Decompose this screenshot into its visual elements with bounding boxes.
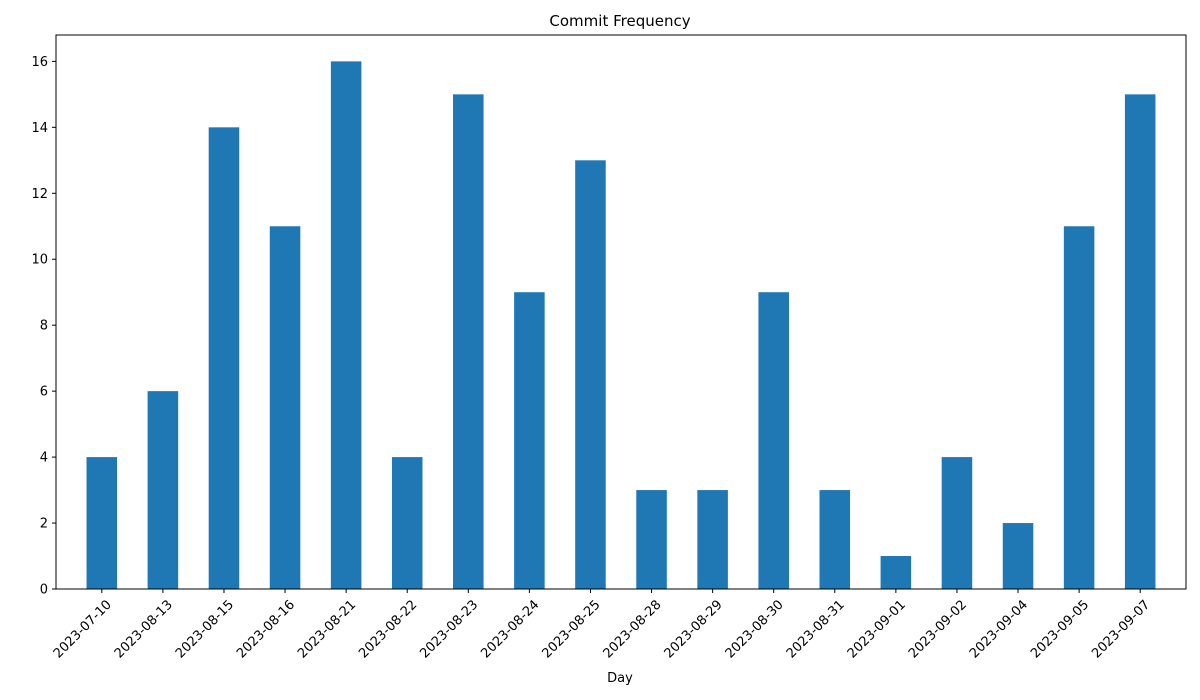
bar-2023-08-29 [697, 490, 728, 589]
bar-2023-08-24 [514, 292, 545, 589]
x-tick-label: 2023-07-10 [51, 597, 115, 661]
bar-2023-08-25 [575, 160, 606, 589]
bar-2023-09-07 [1124, 94, 1156, 590]
x-tick-label: 2023-08-21 [295, 597, 359, 661]
bar-2023-08-23 [453, 94, 484, 590]
bar-2023-08-13 [147, 391, 179, 589]
x-tick-label: 2023-08-22 [356, 597, 420, 661]
x-tick-label: 2023-08-30 [723, 597, 787, 661]
y-tick-label: 0 [40, 583, 48, 598]
x-tick-label: 2023-08-15 [173, 597, 237, 661]
bar-2023-08-22 [391, 457, 423, 589]
x-tick-label: 2023-08-24 [478, 597, 542, 661]
plot-area-frame [55, 34, 1187, 590]
y-tick-label: 4 [40, 451, 48, 466]
x-tick-label: 2023-09-02 [906, 597, 970, 661]
x-tick-label: 2023-09-01 [845, 597, 909, 661]
y-tick-label: 10 [31, 253, 48, 268]
bar-2023-08-30 [758, 292, 789, 589]
bar-2023-07-10 [86, 457, 118, 589]
x-tick-label: 2023-08-31 [784, 597, 848, 661]
bar-2023-09-01 [880, 556, 912, 589]
x-tick-label: 2023-09-04 [967, 597, 1031, 661]
x-tick-label: 2023-08-16 [234, 597, 298, 661]
y-tick-label: 12 [31, 187, 48, 202]
x-tick-label: 2023-09-07 [1089, 597, 1153, 661]
bar-2023-08-16 [269, 226, 301, 589]
x-tick-label: 2023-08-29 [662, 597, 726, 661]
bars-group [86, 61, 1156, 590]
y-tick-label: 8 [40, 319, 48, 334]
bar-2023-09-05 [1063, 226, 1095, 589]
x-axis: 2023-07-102023-08-132023-08-152023-08-16… [51, 589, 1153, 661]
y-axis: 0 2 4 6 8 10 12 14 16 [31, 55, 56, 598]
y-tick-label: 6 [40, 385, 48, 400]
x-tick-label: 2023-09-05 [1028, 597, 1092, 661]
y-tick-label: 16 [31, 55, 48, 70]
x-tick-label: 2023-08-25 [539, 597, 603, 661]
bar-2023-08-31 [819, 490, 851, 589]
bar-2023-09-04 [1002, 523, 1034, 589]
chart-title: Commit Frequency [549, 12, 690, 30]
x-tick-label: 2023-08-13 [112, 597, 176, 661]
x-axis-label: Day [607, 671, 633, 686]
bar-2023-09-02 [941, 457, 973, 589]
bar-2023-08-21 [330, 61, 362, 589]
x-tick-label: 2023-08-23 [417, 597, 481, 661]
x-tick-label: 2023-08-28 [601, 597, 665, 661]
bar-2023-08-28 [636, 490, 667, 589]
y-tick-label: 2 [40, 517, 48, 532]
bar-2023-08-15 [208, 127, 240, 589]
y-tick-label: 14 [31, 121, 48, 136]
